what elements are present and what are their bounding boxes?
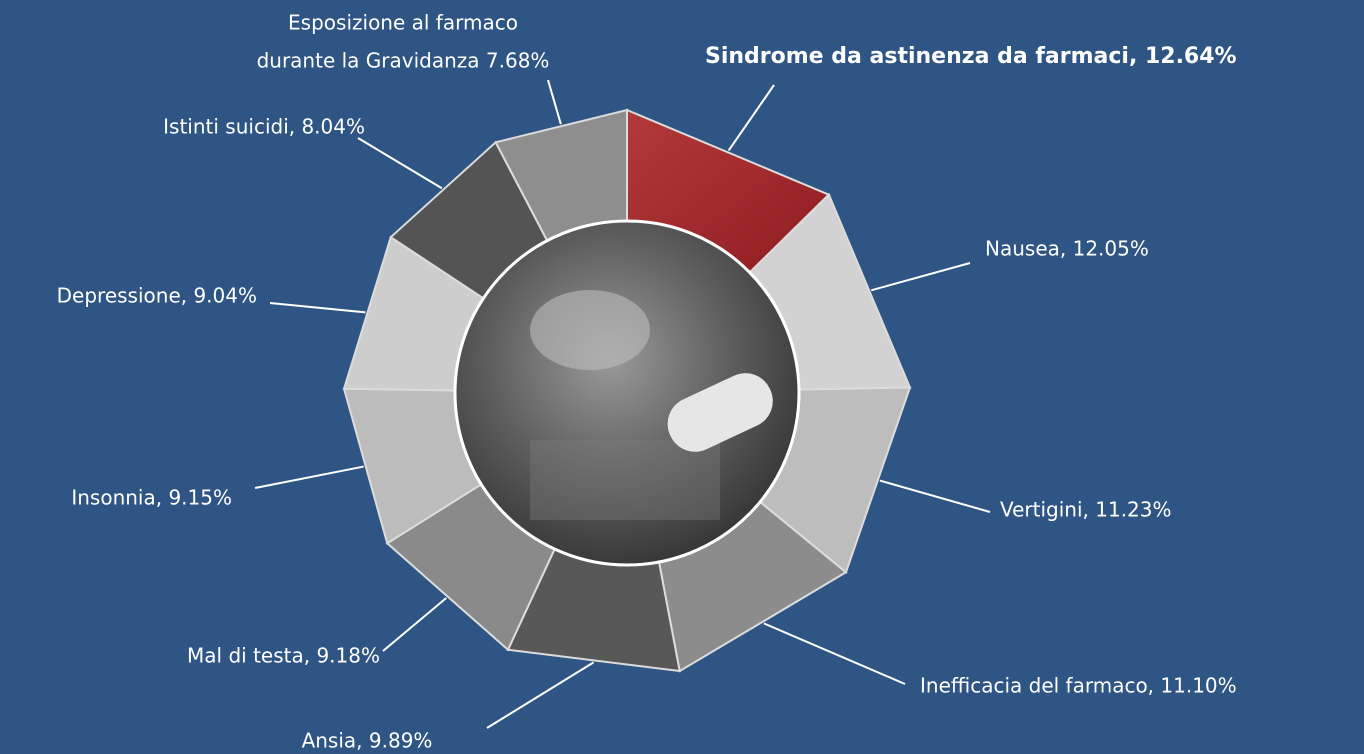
data-label: Inefficacia del farmaco, 11.10%: [920, 674, 1237, 698]
data-label: Vertigini, 11.23%: [1000, 498, 1172, 522]
chart: Sindrome da astinenza da farmaci, 12.64%…: [0, 0, 1364, 754]
data-label: Depressione, 9.04%: [57, 284, 257, 308]
data-label: Esposizione al farmaco: [288, 11, 518, 35]
data-label: Sindrome da astinenza da farmaci, 12.64%: [705, 44, 1237, 69]
data-label: durante la Gravidanza 7.68%: [257, 49, 550, 73]
data-label: Istinti suicidi, 8.04%: [163, 115, 365, 139]
data-label: Mal di testa, 9.18%: [187, 644, 380, 668]
center-image: [455, 221, 799, 565]
data-label: Ansia, 9.89%: [302, 729, 433, 753]
data-label: Insonnia, 9.15%: [71, 486, 232, 510]
data-label: Nausea, 12.05%: [985, 237, 1149, 261]
